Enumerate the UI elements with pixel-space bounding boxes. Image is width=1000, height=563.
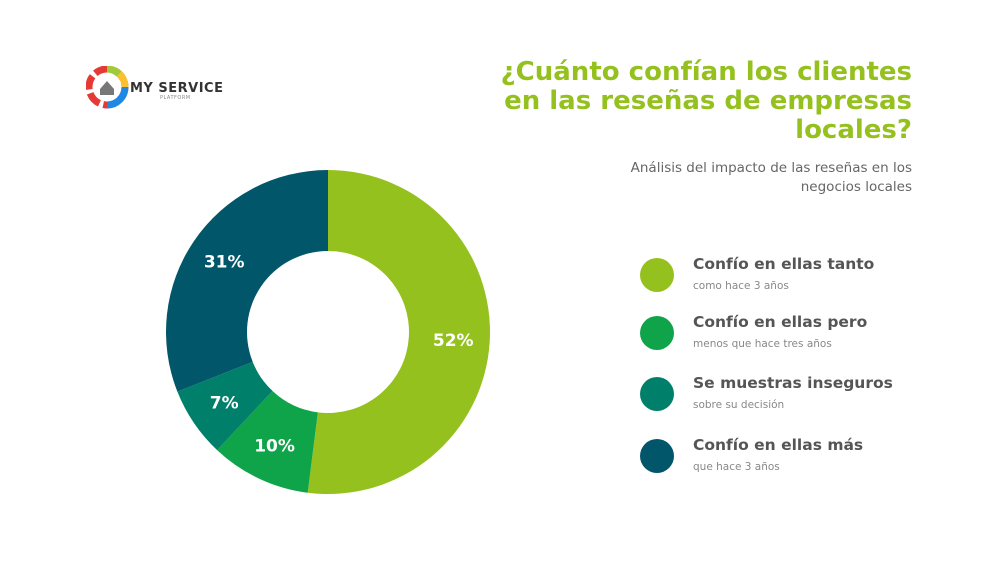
legend-label: Se muestras inseguros — [693, 374, 893, 392]
slice-data-label: 10% — [254, 437, 295, 457]
legend-detail: como hace 3 años — [693, 280, 789, 292]
legend-swatch — [640, 258, 674, 292]
legend-detail: menos que hace tres años — [693, 338, 832, 350]
chart-title: ¿Cuánto confían los clientes en las rese… — [500, 57, 912, 145]
donut-slice — [307, 170, 490, 494]
logo-text: MY SERVICE — [130, 81, 224, 96]
donut-slice — [177, 361, 273, 451]
legend-label: Confío en ellas pero — [693, 313, 868, 331]
slice-data-label: 31% — [204, 252, 245, 272]
legend-swatch — [640, 439, 674, 473]
chart-subtitle: Análisis del impacto de las reseñas en l… — [630, 160, 912, 195]
donut-slice — [165, 170, 328, 392]
legend-label: Confío en ellas tanto — [693, 255, 875, 273]
slice-data-label: 7% — [210, 394, 239, 414]
legend-swatch — [640, 377, 674, 411]
legend-swatch — [640, 316, 674, 350]
logo-subtext: PLATFORM — [160, 95, 191, 101]
legend-label: Confío en ellas más — [693, 436, 864, 454]
logo — [86, 66, 129, 109]
slice-data-label: 52% — [433, 331, 474, 351]
legend-detail: sobre su decisión — [693, 399, 785, 411]
donut-slice — [217, 391, 318, 493]
legend-detail: que hace 3 años — [693, 461, 780, 473]
